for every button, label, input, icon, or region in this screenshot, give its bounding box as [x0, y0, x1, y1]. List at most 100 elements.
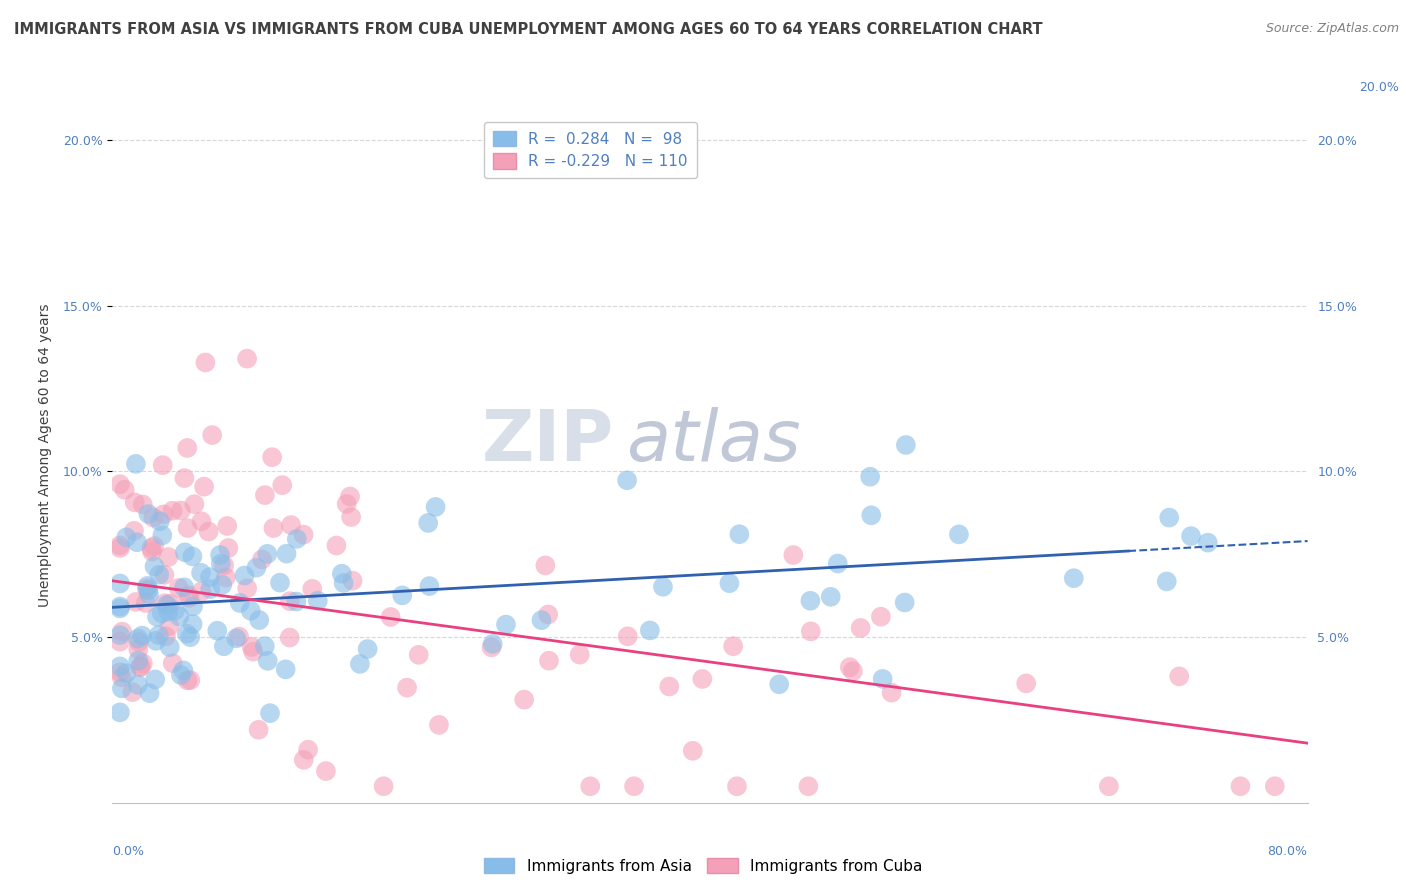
Point: [799, 593, 821, 607]
Point: [121, 685, 143, 699]
Point: [135, 596, 157, 610]
Point: [162, 504, 184, 518]
Point: [198, 570, 221, 584]
Point: [782, 548, 804, 562]
Point: [859, 469, 882, 483]
Point: [860, 508, 883, 523]
Point: [373, 779, 395, 793]
Text: atlas: atlas: [627, 407, 801, 475]
Point: [340, 510, 363, 524]
Point: [418, 579, 440, 593]
Point: [127, 678, 149, 692]
Point: [339, 490, 361, 504]
Point: [132, 657, 155, 671]
Point: [242, 645, 264, 659]
Point: [173, 580, 195, 594]
Point: [155, 629, 177, 643]
Point: [1015, 676, 1038, 690]
Point: [176, 626, 198, 640]
Point: [217, 519, 239, 533]
Point: [256, 654, 278, 668]
Point: [162, 656, 184, 670]
Point: [209, 557, 232, 571]
Point: [153, 567, 176, 582]
Point: [579, 779, 602, 793]
Point: [728, 527, 751, 541]
Point: [179, 630, 201, 644]
Point: [135, 582, 157, 596]
Point: [211, 578, 233, 592]
Point: [152, 508, 174, 522]
Point: [240, 640, 263, 654]
Text: Source: ZipAtlas.com: Source: ZipAtlas.com: [1265, 22, 1399, 36]
Point: [108, 601, 131, 615]
Point: [682, 744, 704, 758]
Point: [259, 706, 281, 720]
Point: [301, 582, 323, 596]
Point: [201, 428, 224, 442]
Point: [124, 495, 146, 509]
Point: [1063, 571, 1085, 585]
Point: [149, 514, 172, 528]
Point: [380, 610, 402, 624]
Point: [800, 624, 823, 639]
Point: [872, 672, 894, 686]
Point: [1156, 574, 1178, 589]
Point: [152, 458, 174, 472]
Point: [1168, 669, 1191, 683]
Point: [652, 580, 675, 594]
Point: [215, 570, 238, 584]
Point: [170, 668, 193, 682]
Point: [315, 764, 337, 778]
Point: [307, 594, 329, 608]
Point: [111, 670, 134, 684]
Point: [125, 535, 148, 549]
Point: [114, 483, 136, 497]
Point: [181, 599, 204, 614]
Y-axis label: Unemployment Among Ages 60 to 64 years: Unemployment Among Ages 60 to 64 years: [38, 303, 52, 607]
Point: [172, 664, 194, 678]
Point: [233, 568, 256, 582]
Point: [236, 351, 259, 366]
Point: [129, 660, 152, 674]
Point: [262, 450, 284, 465]
Point: [332, 576, 354, 591]
Point: [122, 524, 145, 538]
Text: 80.0%: 80.0%: [1268, 845, 1308, 857]
Point: [200, 582, 222, 596]
Point: [1098, 779, 1121, 793]
Point: [408, 648, 430, 662]
Point: [148, 628, 170, 642]
Point: [176, 673, 198, 688]
Point: [176, 441, 198, 455]
Point: [183, 497, 205, 511]
Point: [396, 681, 419, 695]
Point: [247, 723, 270, 737]
Point: [894, 438, 917, 452]
Point: [163, 604, 186, 618]
Point: [481, 637, 503, 651]
Point: [336, 497, 359, 511]
Point: [842, 664, 865, 678]
Point: [820, 590, 842, 604]
Point: [148, 567, 170, 582]
Point: [692, 672, 714, 686]
Point: [271, 478, 294, 492]
Point: [141, 544, 163, 558]
Point: [1197, 535, 1219, 549]
Point: [157, 605, 180, 619]
Point: [153, 596, 176, 610]
Point: [169, 609, 191, 624]
Text: 20.0%: 20.0%: [1360, 80, 1399, 94]
Point: [136, 583, 159, 598]
Point: [181, 617, 204, 632]
Point: [173, 545, 195, 559]
Point: [127, 654, 149, 668]
Point: [1180, 529, 1202, 543]
Point: [127, 642, 149, 657]
Point: [725, 779, 748, 793]
Point: [193, 480, 215, 494]
Point: [427, 718, 450, 732]
Point: [190, 566, 212, 580]
Point: [197, 524, 219, 539]
